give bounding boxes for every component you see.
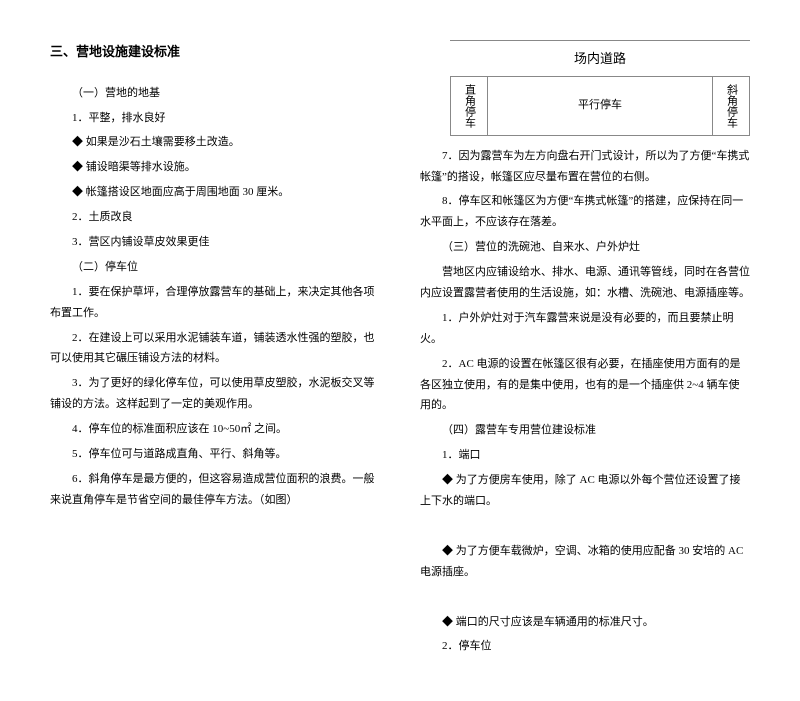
left-column: 三、营地设施建设标准 （一）营地的地基 1．平整，排水良好 ◆ 如果是沙石土壤需… [50,40,380,661]
para [420,587,750,608]
para: 4．停车位的标准面积应该在 10~50㎡ 之间。 [50,419,380,440]
para: 营地区内应铺设给水、排水、电源、通讯等管线，同时在各营位内应设置露营者使用的生活… [420,262,750,304]
diagram-top-line [450,40,750,41]
para: ◆ 端口的尺寸应该是车辆通用的标准尺寸。 [420,612,750,633]
para: ◆ 为了方便房车使用，除了 AC 电源以外每个营位还设置了接上下水的端口。 [420,470,750,512]
para: 2．停车位 [420,636,750,657]
para: （二）停车位 [50,257,380,278]
para: ◆ 帐篷搭设区地面应高于周围地面 30 厘米。 [50,182,380,203]
para: 5．停车位可与道路成直角、平行、斜角等。 [50,444,380,465]
para: 1．户外炉灶对于汽车露营来说是没有必要的，而且要禁止明火。 [420,308,750,350]
para: 8．停车区和帐篷区为方便“车携式帐篷”的搭建，应保持在同一水平面上，不应该存在落… [420,191,750,233]
para: ◆ 如果是沙石土壤需要移土改造。 [50,132,380,153]
para: （三）营位的洗碗池、自来水、户外炉灶 [420,237,750,258]
para: 3．为了更好的绿化停车位，可以使用草皮塑胶，水泥板交叉等铺设的方法。这样起到了一… [50,373,380,415]
para: （一）营地的地基 [50,83,380,104]
para: 2．在建设上可以采用水泥铺装车道，铺装透水性强的塑胶，也可以使用其它碾压铺设方法… [50,328,380,370]
parallel-parking-box: 平行停车 [487,76,713,136]
para: 2．AC 电源的设置在帐篷区很有必要，在插座使用方面有的是各区独立使用，有的是集… [420,354,750,417]
section-title: 三、营地设施建设标准 [50,40,380,65]
perpendicular-parking-box: 直角停车 [450,76,487,136]
para: 1．要在保护草坪，合理停放露营车的基础上，来决定其他各项布置工作。 [50,282,380,324]
angled-parking-box: 斜角停车 [713,76,750,136]
para: 1．端口 [420,445,750,466]
parking-boxes: 直角停车 平行停车 斜角停车 [450,76,750,136]
para: ◆ 铺设暗渠等排水设施。 [50,157,380,178]
para: ◆ 为了方便车载微炉，空调、冰箱的使用应配备 30 安培的 AC 电源插座。 [420,541,750,583]
para: （四）露营车专用营位建设标准 [420,420,750,441]
parking-diagram: 场内道路 直角停车 平行停车 斜角停车 [450,47,750,136]
road-label: 场内道路 [450,47,750,72]
para: 3．营区内铺设草皮效果更佳 [50,232,380,253]
para: 7．因为露营车为左方向盘右开门式设计，所以为了方便“车携式帐篷”的搭设，帐篷区应… [420,146,750,188]
right-column: 场内道路 直角停车 平行停车 斜角停车 7．因为露营车为左方向盘右开门式设计，所… [420,40,750,661]
para [420,516,750,537]
para: 1．平整，排水良好 [50,108,380,129]
para: 2．土质改良 [50,207,380,228]
para: 6．斜角停车是最方便的，但这容易造成营位面积的浪费。一般来说直角停车是节省空间的… [50,469,380,511]
